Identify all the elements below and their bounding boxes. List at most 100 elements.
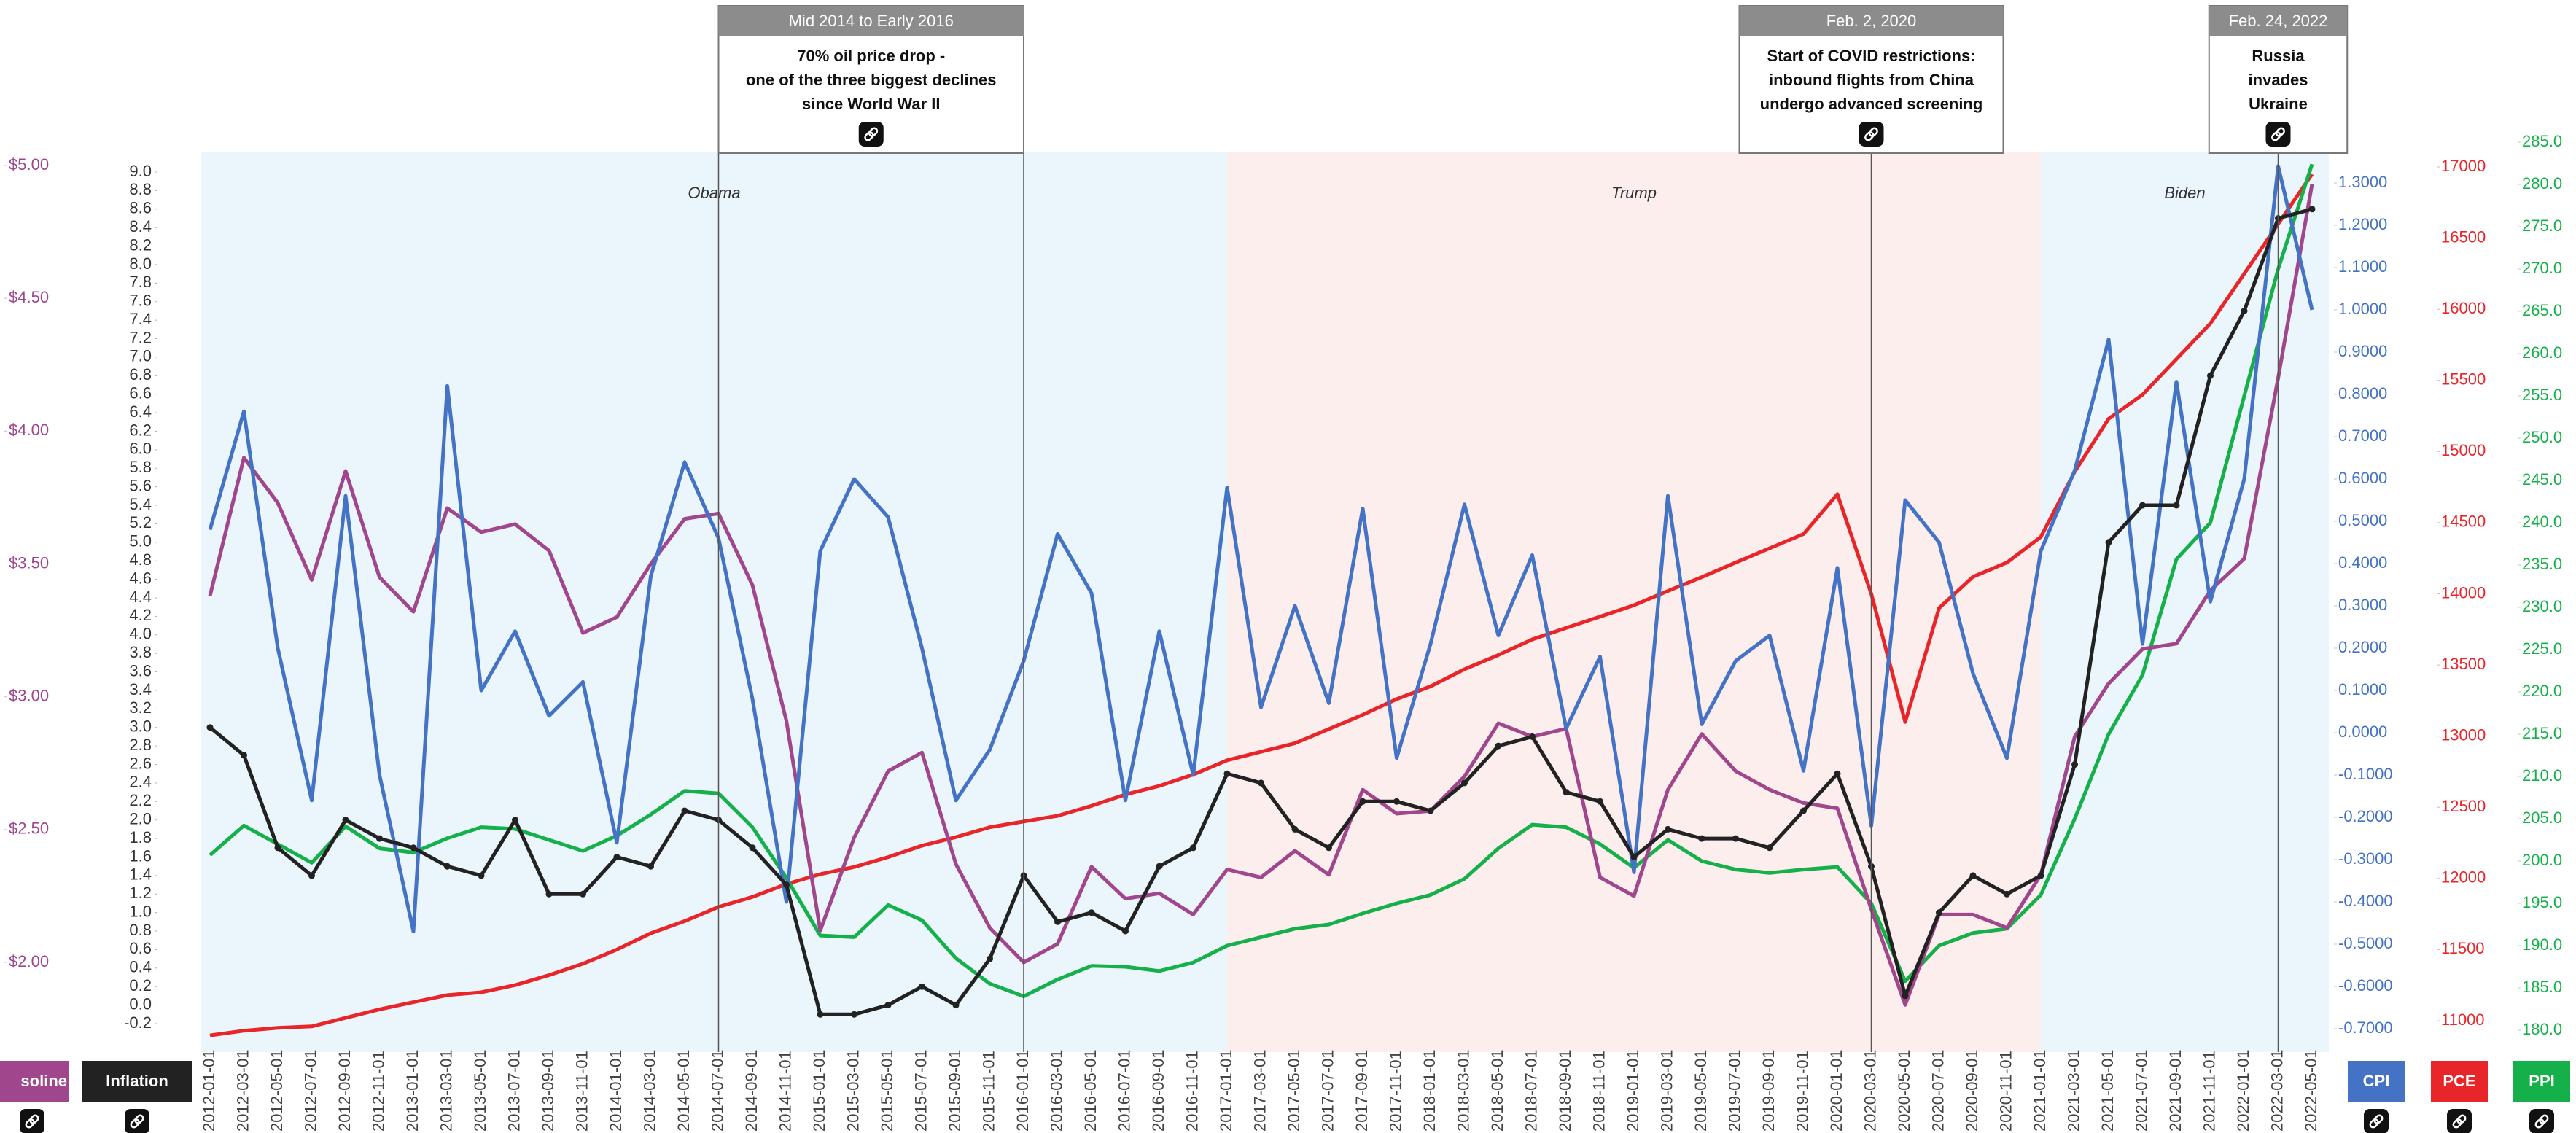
x-tick-label: 2019-07-01 (1725, 1049, 1743, 1132)
link-icon[interactable] (2364, 1109, 2389, 1133)
y-tick-label: 1.3000 (2338, 173, 2387, 191)
x-tick-label: 2019-09-01 (1759, 1049, 1778, 1132)
y-tick-label: 16000 (2441, 299, 2486, 317)
annotation-header-bg (1739, 6, 2004, 36)
y-tick-label: 6.0 (129, 440, 152, 458)
x-tick-label: 2021-09-01 (2166, 1049, 2184, 1132)
y-tick-label: 8.2 (129, 235, 152, 254)
x-tick-label: 2012-11-01 (369, 1051, 387, 1132)
y-tick-label: 2.0 (129, 810, 152, 828)
legend-label: Inflation (106, 1072, 168, 1090)
x-tick-label: 2020-07-01 (1929, 1049, 1947, 1132)
y-tick-label: 11000 (2441, 1011, 2485, 1029)
y-tick-label: 16500 (2441, 227, 2486, 246)
legend-box (0, 1061, 69, 1102)
x-tick-label: 2017-05-01 (1285, 1049, 1303, 1132)
legend-box (2348, 1061, 2405, 1102)
link-icon[interactable] (2265, 122, 2291, 147)
y-tick-label: 275.0 (2522, 217, 2562, 235)
y-tick-label: 285.0 (2522, 132, 2562, 150)
x-tick-label: 2019-05-01 (1692, 1049, 1710, 1132)
icon-bg (2265, 122, 2291, 147)
annotation-text: invades (2249, 71, 2308, 89)
y-tick-label: 9.0 (129, 162, 152, 180)
period-band (2041, 152, 2329, 1052)
x-tick-label: 2021-07-01 (2132, 1049, 2150, 1132)
x-tick-label: 2013-07-01 (505, 1049, 523, 1132)
series-line (206, 206, 2316, 1018)
annotation-text: since World War II (802, 95, 940, 113)
y-tick-label: 15500 (2441, 370, 2486, 389)
link-icon[interactable] (2447, 1109, 2472, 1133)
x-tick-label: 2013-09-01 (539, 1049, 557, 1132)
x-tick-label: 2020-05-01 (1895, 1049, 1913, 1132)
y-tick-label: -0.7000 (2338, 1019, 2393, 1037)
y-tick-label: 265.0 (2522, 301, 2562, 319)
y-tick-label: -0.2000 (2338, 807, 2393, 825)
y-tick-label: 8.4 (129, 217, 152, 235)
y-tick-label: 1.2000 (2338, 215, 2387, 233)
y-tick-label: 205.0 (2522, 809, 2562, 827)
annotation-text: Ukraine (2249, 95, 2308, 113)
x-tick-label: 2013-01-01 (403, 1049, 421, 1132)
x-tick-label: 2016-07-01 (1115, 1049, 1133, 1132)
y-tick-label: 180.0 (2522, 1020, 2562, 1038)
x-tick-label: 2018-03-01 (1454, 1049, 1472, 1132)
x-tick-label: 2015-05-01 (878, 1049, 896, 1132)
x-tick-label: 2017-03-01 (1250, 1049, 1269, 1132)
chain (25, 1118, 35, 1129)
y-tick-label: 280.0 (2522, 174, 2562, 192)
y-tick-label: 4.4 (129, 588, 152, 606)
y-tick-label: 7.4 (129, 310, 152, 328)
y-tick-label: 0.2 (129, 976, 152, 994)
legend-box (82, 1061, 192, 1102)
chain (2369, 1118, 2379, 1129)
y-tick-label: 1.0 (129, 902, 152, 920)
chain (2452, 1118, 2462, 1129)
x-tick-label: 2018-01-01 (1420, 1049, 1439, 1132)
y-tick-label: 4.6 (129, 569, 152, 587)
chain (2456, 1114, 2467, 1124)
icon-bg (2529, 1109, 2554, 1133)
link-icon[interactable] (125, 1109, 149, 1133)
x-tick-label: 2020-01-01 (1827, 1049, 1845, 1132)
y-tick-label: 0.4000 (2338, 553, 2387, 572)
x-tick-label: 2018-05-01 (1488, 1049, 1506, 1132)
x-tick-label: 2014-11-01 (776, 1051, 794, 1132)
x-tick-label: 2014-05-01 (674, 1049, 693, 1132)
y-tick-label: 0.3000 (2338, 596, 2387, 614)
y-tick-label: 200.0 (2522, 851, 2562, 869)
annotation-text: undergo advanced screening (1760, 95, 1983, 113)
legend-box (2513, 1061, 2570, 1102)
x-tick-label: 2019-01-01 (1624, 1049, 1642, 1132)
x-tick-label: 2015-03-01 (844, 1049, 862, 1132)
icon-bg (858, 122, 884, 147)
y-tick-label: 195.0 (2522, 893, 2562, 911)
link-icon[interactable] (858, 122, 884, 147)
x-tick-label: 2017-09-01 (1353, 1049, 1371, 1132)
y-tick-label: 3.6 (129, 661, 152, 680)
y-tick-label: 8.6 (129, 199, 152, 217)
link-icon[interactable] (1859, 122, 1884, 147)
x-tick-label: 2017-07-01 (1318, 1049, 1336, 1132)
link-icon[interactable] (2529, 1109, 2554, 1133)
y-tick-label: 0.8000 (2338, 384, 2387, 402)
y-tick-label: 2.2 (129, 791, 152, 809)
annotation-header: Mid 2014 to Early 2016 (789, 12, 954, 30)
y-tick-label: 1.2 (129, 884, 152, 902)
period-label: Obama (688, 184, 740, 202)
x-tick-label: 2021-05-01 (2098, 1049, 2117, 1132)
y-tick-label: 215.0 (2522, 724, 2562, 742)
y-tick-label: 0.5000 (2338, 511, 2387, 529)
annotation-text: Start of COVID restrictions: (1767, 47, 1975, 65)
x-tick-label: 2013-03-01 (437, 1049, 455, 1132)
link-icon[interactable] (20, 1109, 44, 1133)
x-tick-label: 2014-07-01 (708, 1049, 726, 1132)
y-tick-label: 190.0 (2522, 935, 2562, 954)
chain (2539, 1114, 2549, 1124)
y-tick-label: 270.0 (2522, 259, 2562, 277)
y-tick-label: -0.3000 (2338, 849, 2393, 868)
chain (1868, 127, 1878, 137)
x-tick-label: 2022-01-01 (2234, 1049, 2252, 1132)
y-tick-label: 255.0 (2522, 386, 2562, 404)
